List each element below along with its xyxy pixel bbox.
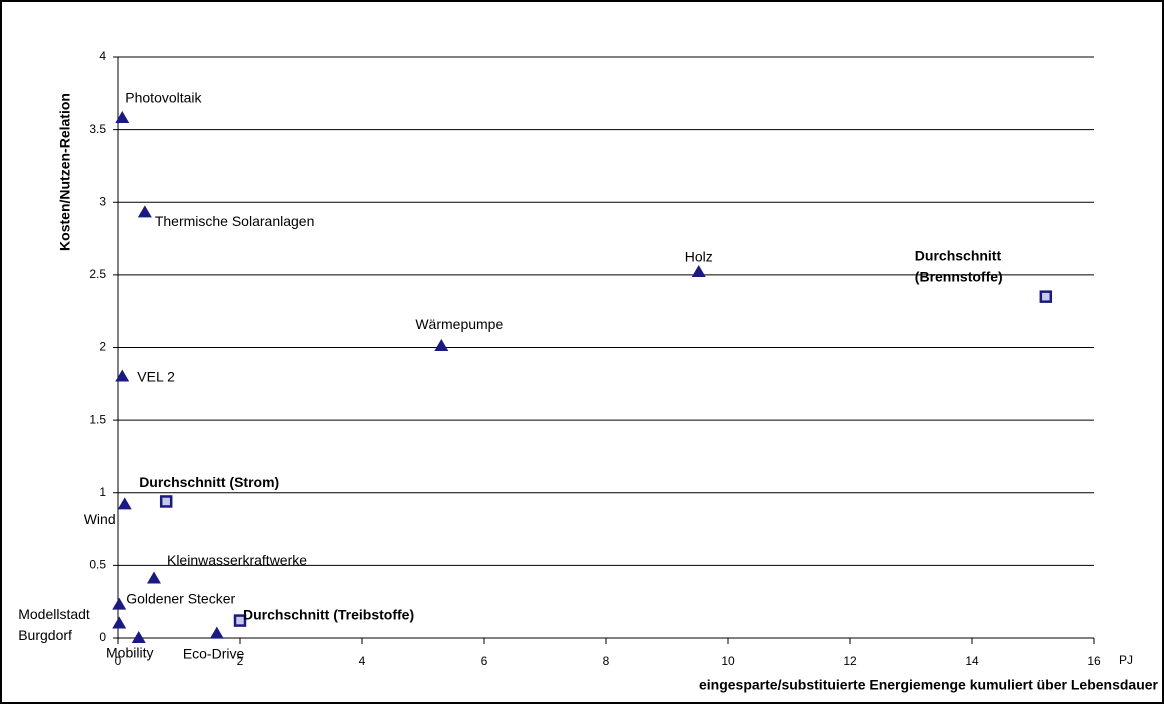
y-tick-label: 3 (99, 194, 106, 208)
x-tick-label: 10 (721, 654, 735, 668)
x-unit: PJ (1119, 653, 1133, 667)
x-tick-label: 16 (1087, 654, 1101, 668)
triangle-marker (112, 616, 127, 629)
y-axis-title: Kosten/Nutzen-Relation (57, 93, 73, 251)
point-label: Wärmepumpe (415, 316, 503, 332)
point-label: Mobility (106, 645, 153, 661)
square-marker (1039, 290, 1053, 303)
point-label: Durchschnitt (915, 247, 1002, 263)
square-marker (233, 614, 247, 627)
triangle-marker (209, 626, 224, 639)
x-tick-label: 6 (481, 654, 488, 668)
point-label: Holz (685, 249, 713, 265)
x-tick-label: 8 (603, 654, 610, 668)
triangle-marker (117, 497, 132, 510)
point-label: Kleinwasserkraftwerke (167, 552, 307, 568)
point-label: (Brennstoffe) (915, 268, 1003, 284)
point-label: Modellstadt (18, 606, 90, 622)
point-label: Goldener Stecker (126, 590, 235, 606)
y-tick-label: 2 (99, 340, 106, 354)
triangle-marker (115, 369, 130, 382)
y-tick-label: 1 (99, 485, 106, 499)
y-tick-label: 0.5 (89, 558, 106, 572)
point-label: Durchschnitt (Strom) (139, 474, 279, 490)
point-label: VEL 2 (137, 368, 175, 384)
point-label: Burgdorf (18, 627, 72, 643)
y-tick-label: 2.5 (89, 267, 106, 281)
point-label: Eco-Drive (183, 645, 245, 661)
y-tick-label: 3.5 (89, 122, 106, 136)
x-tick-label: 12 (843, 654, 857, 668)
triangle-marker (434, 339, 449, 352)
square-marker (159, 495, 173, 508)
x-axis-title: eingesparte/substituierte Energiemenge k… (699, 677, 1159, 693)
point-label: Wind (84, 511, 116, 527)
y-tick-label: 0 (99, 630, 106, 644)
x-tick-label: 2 (237, 654, 244, 668)
triangle-marker (137, 205, 152, 218)
y-tick-label: 4 (99, 49, 106, 63)
x-tick-label: 4 (359, 654, 366, 668)
triangle-marker (131, 631, 146, 643)
triangle-marker (146, 571, 161, 584)
triangle-marker (691, 264, 706, 277)
x-tick-label: 0 (115, 654, 122, 668)
triangle-marker (115, 111, 130, 124)
x-tick-label: 14 (965, 654, 979, 668)
point-label: Thermische Solaranlagen (155, 213, 315, 229)
point-label: Durchschnitt (Treibstoffe) (243, 606, 414, 622)
y-tick-label: 1.5 (89, 412, 106, 426)
point-label: Photovoltaik (125, 90, 202, 106)
triangle-marker (112, 597, 127, 610)
